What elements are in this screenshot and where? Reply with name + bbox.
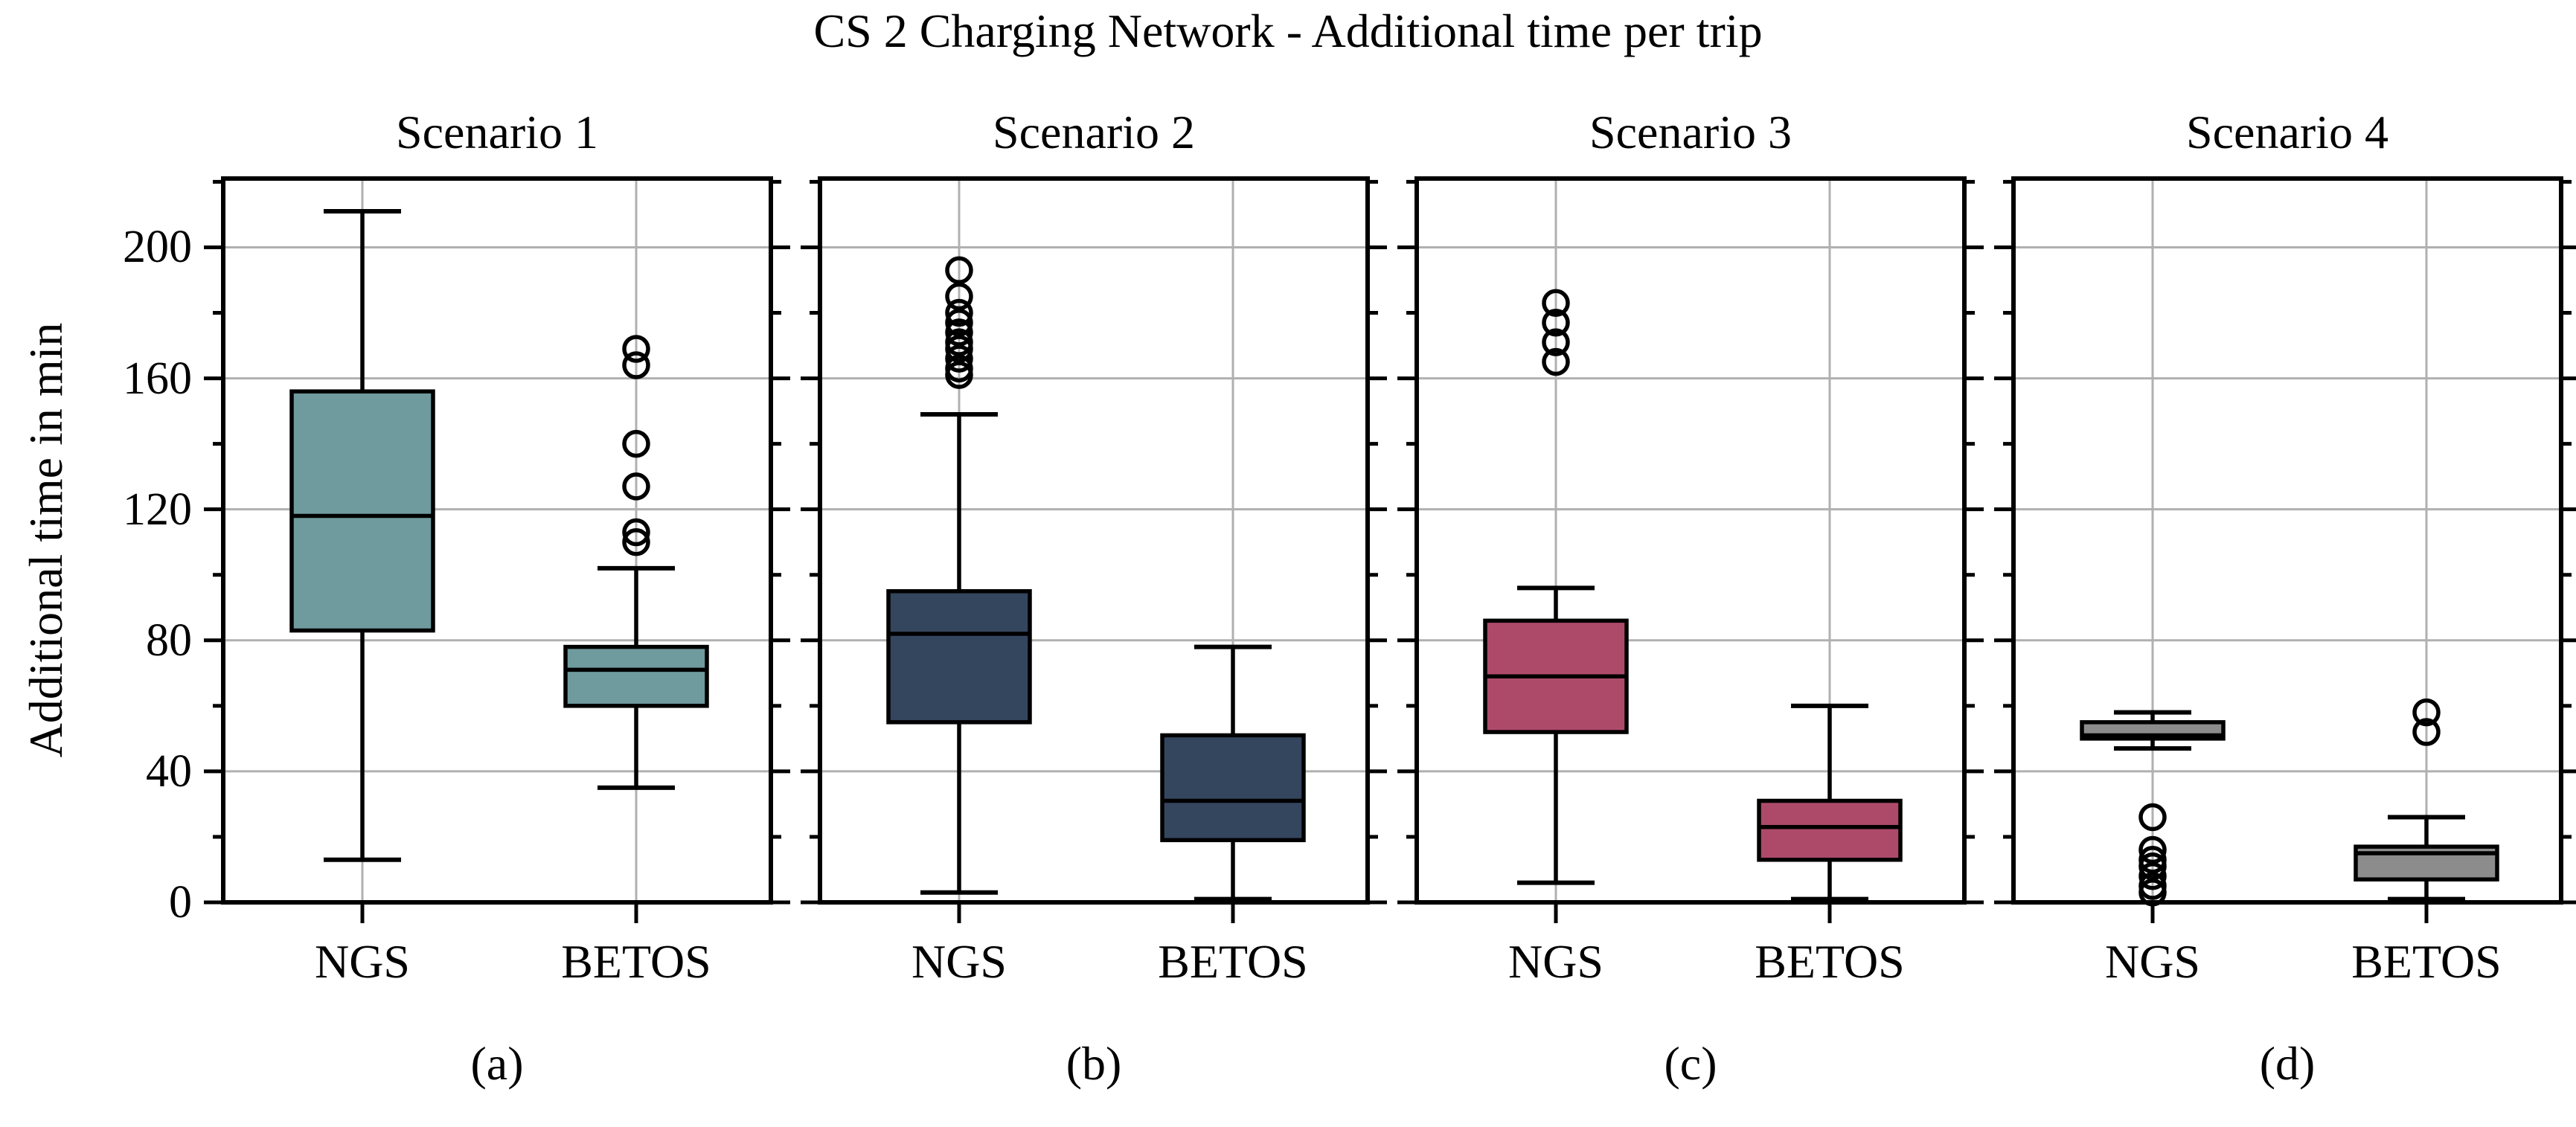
y-tick-label: 200: [123, 222, 192, 273]
x-tick-label: BETOS: [1755, 935, 1905, 988]
outlier-point: [945, 354, 973, 383]
box-betos: [1160, 733, 1306, 843]
subplot-title: Scenario 1: [396, 106, 598, 158]
outlier-point: [2138, 852, 2167, 881]
plot-frame: [221, 176, 773, 905]
plot-frame: [818, 176, 1370, 905]
x-tick-label: BETOS: [1158, 935, 1308, 988]
x-tick-label: NGS: [911, 935, 1007, 988]
outlier-point: [2412, 718, 2441, 746]
x-tick-label: NGS: [314, 935, 411, 988]
outlier-point: [2138, 835, 2167, 864]
subplot-2: [801, 176, 1387, 923]
outlier-point: [945, 344, 973, 373]
outlier-point: [622, 429, 650, 458]
outlier-point: [945, 318, 973, 347]
subplot-caption: (a): [470, 1037, 524, 1090]
subplot-caption: (c): [1664, 1037, 1717, 1090]
box-betos: [563, 644, 709, 708]
y-tick-label: 160: [123, 353, 192, 404]
subplot-title: Scenario 3: [1589, 106, 1792, 158]
subplot-3: [1397, 176, 1984, 923]
outlier-point: [1542, 347, 1570, 376]
outlier-point: [2138, 803, 2167, 832]
box-betos: [1757, 798, 1903, 862]
plot-frame: [1414, 176, 1967, 905]
outlier-point: [945, 282, 973, 311]
subplot-title: Scenario 4: [2186, 106, 2388, 158]
outlier-point: [622, 335, 650, 363]
y-tick-label: 120: [123, 484, 192, 535]
y-tick-label: 40: [146, 745, 192, 797]
outlier-point: [622, 527, 650, 556]
y-tick-label: 0: [169, 877, 192, 928]
y-tick-label: 80: [146, 614, 192, 666]
subplot-caption: (b): [1066, 1037, 1122, 1090]
outlier-point: [1542, 328, 1570, 356]
outlier-point: [945, 298, 973, 327]
x-tick-label: NGS: [1508, 935, 1604, 988]
x-tick-label: BETOS: [2351, 935, 2502, 988]
x-tick-label: BETOS: [561, 935, 711, 988]
x-tick-label: NGS: [2104, 935, 2201, 988]
outlier-point: [2138, 862, 2167, 890]
outlier-point: [622, 472, 650, 501]
box-ngs: [886, 588, 1032, 725]
plot-frame: [2011, 176, 2563, 905]
outlier-point: [945, 256, 973, 285]
box-ngs: [289, 389, 435, 633]
subplot-caption: (d): [2259, 1037, 2316, 1090]
outlier-point: [622, 351, 650, 379]
subplot-1: [204, 176, 790, 923]
subplot-title: Scenario 2: [993, 106, 1195, 158]
outlier-point: [2412, 698, 2441, 727]
figure-title: CS 2 Charging Network - Additional time …: [813, 4, 1763, 57]
subplot-4: [1994, 176, 2576, 923]
outlier-point: [945, 308, 973, 337]
outlier-point: [1542, 289, 1570, 318]
outlier-point: [945, 328, 973, 356]
outlier-point: [622, 518, 650, 547]
outlier-point: [1542, 308, 1570, 337]
